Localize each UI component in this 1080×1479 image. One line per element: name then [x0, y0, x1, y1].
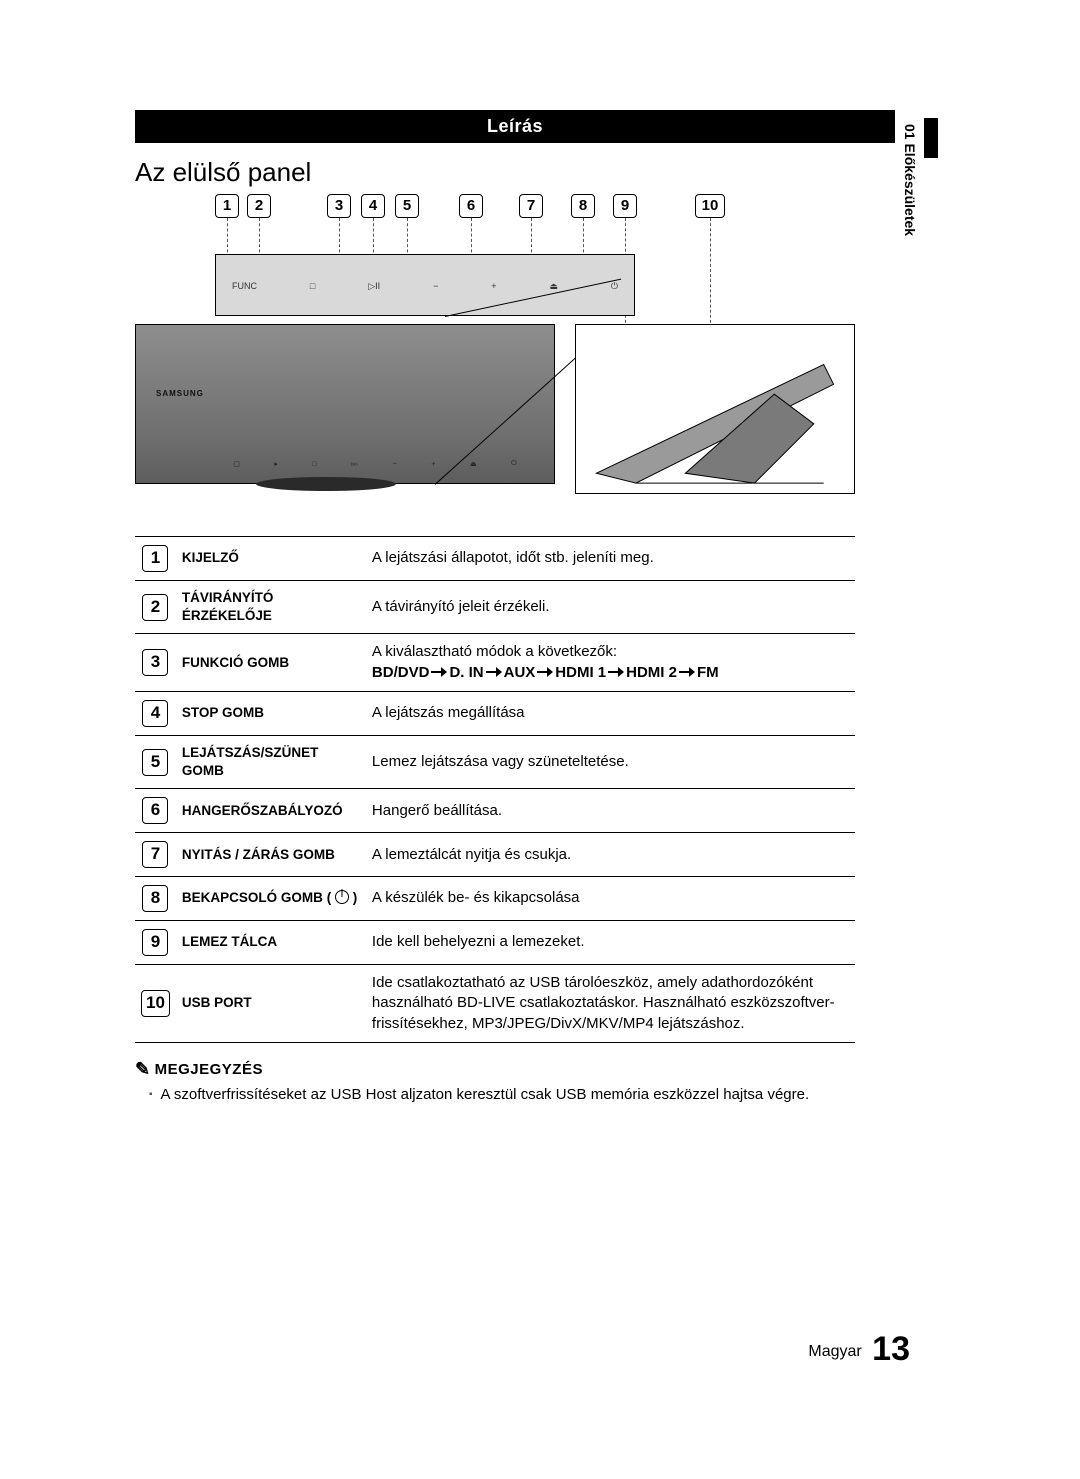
row-number-cell: 3 [135, 634, 176, 692]
arrow-icon [537, 668, 553, 676]
row-term: TÁVIRÁNYÍTÓ ÉRZÉKELŐJE [176, 580, 366, 633]
callout-7: 7 [519, 194, 543, 218]
row-desc: A készülék be- és kikapcsolása [366, 877, 855, 921]
table-row: 1 KIJELZŐA lejátszási állapotot, időt stb… [135, 537, 855, 581]
row-number: 6 [142, 797, 168, 824]
row-desc-intro: A kiválasztható módok a következők: [372, 642, 849, 662]
device-side-illustration [575, 324, 855, 494]
callout-1: 1 [215, 194, 239, 218]
table-row: 6 HANGERŐSZABÁLYOZÓHangerő beállítása. [135, 789, 855, 833]
row-desc: A lemeztálcát nyitja és csukja. [366, 833, 855, 877]
callout-8: 8 [571, 194, 595, 218]
row-desc: Ide csatlakoztatható az USB tárolóeszköz… [366, 965, 855, 1043]
device-control-row: ▢▸□▹▹−+⏏⏻ [216, 459, 534, 469]
note-text: A szoftverfrissítéseket az USB Host aljz… [135, 1086, 895, 1103]
parts-table: 1 KIJELZŐA lejátszási állapotot, időt stb… [135, 536, 855, 1043]
row-term: STOP GOMB [176, 691, 366, 735]
row-term: HANGERŐSZABÁLYOZÓ [176, 789, 366, 833]
footer-language: Magyar [808, 1343, 861, 1360]
row-desc: A távirányító jeleit érzékeli. [366, 580, 855, 633]
zoom-control-panel: FUNC □ ▷II − + ⏏ ⏻ [215, 254, 635, 316]
row-number-cell: 9 [135, 921, 176, 965]
zoom-symbol: ⏏ [549, 281, 558, 292]
row-term: FUNKCIÓ GOMB [176, 634, 366, 692]
callout-row: 12 345 6 7 89 10 [135, 194, 855, 222]
row-number-cell: 4 [135, 691, 176, 735]
page-footer: Magyar 13 [808, 1330, 910, 1369]
row-number-cell: 1 [135, 537, 176, 581]
row-desc: Lemez lejátszása vagy szüneteltetése. [366, 735, 855, 788]
row-desc-chain: BD/DVDD. INAUXHDMI 1HDMI 2FM [372, 663, 849, 683]
callout-10: 10 [695, 194, 725, 218]
row-number-cell: 7 [135, 833, 176, 877]
row-desc: Ide kell behelyezni a lemezeket. [366, 921, 855, 965]
note-heading: ✎MEGJEGYZÉS [135, 1059, 895, 1080]
row-number: 7 [142, 841, 168, 868]
arrow-icon [608, 668, 624, 676]
page-content: Leírás Az elülső panel 12345678910 FUNC□… [135, 110, 895, 1103]
table-row: 4 STOP GOMBA lejátszás megállítása [135, 691, 855, 735]
note-icon: ✎ [135, 1059, 151, 1080]
brand-logo: SAMSUNG [156, 389, 204, 398]
row-number-cell: 6 [135, 789, 176, 833]
row-desc: Hangerő beállítása. [366, 789, 855, 833]
row-number: 2 [142, 594, 168, 621]
arrow-icon [486, 668, 502, 676]
row-number-cell: 5 [135, 735, 176, 788]
callout-9: 9 [613, 194, 637, 218]
row-desc: A lejátszás megállítása [366, 691, 855, 735]
row-term: LEJÁTSZÁS/SZÜNET GOMB [176, 735, 366, 788]
callout-3: 3 [327, 194, 351, 218]
row-number-cell: 10 [135, 965, 176, 1043]
row-desc: A lejátszási állapotot, időt stb. jelení… [366, 537, 855, 581]
section-title: Az elülső panel [135, 157, 895, 188]
section-banner: Leírás [135, 110, 895, 143]
table-row: 7 NYITÁS / ZÁRÁS GOMBA lemeztálcát nyitja… [135, 833, 855, 877]
table-row: 3FUNKCIÓ GOMBA kiválasztható módok a köv… [135, 634, 855, 692]
row-number-cell: 2 [135, 580, 176, 633]
footer-page-number: 13 [872, 1330, 910, 1368]
leader-10 [710, 218, 711, 328]
section-side-tab: 01 Előkészületek [900, 118, 920, 248]
callout-4: 4 [361, 194, 385, 218]
callout-6: 6 [459, 194, 483, 218]
zoom-symbol: + [491, 281, 496, 291]
row-term: USB PORT [176, 965, 366, 1043]
row-term: KIJELZŐ [176, 537, 366, 581]
table-row: 2 TÁVIRÁNYÍTÓ ÉRZÉKELŐJEA távirányító jel… [135, 580, 855, 633]
row-term: LEMEZ TÁLCA [176, 921, 366, 965]
note-label: MEGJEGYZÉS [155, 1061, 263, 1078]
side-tab-marker [924, 118, 938, 158]
row-number: 5 [142, 749, 168, 776]
table-row: 10USB PORTIde csatlakoztatható az USB tá… [135, 965, 855, 1043]
row-number: 3 [142, 649, 168, 676]
row-number: 4 [142, 700, 168, 727]
row-desc: A kiválasztható módok a következők:BD/DV… [366, 634, 855, 692]
zoom-symbol: ⏻ [611, 281, 618, 292]
power-icon [335, 890, 349, 904]
row-number: 10 [141, 990, 170, 1017]
callout-5: 5 [395, 194, 419, 218]
zoom-control-strip: FUNC □ ▷II − + ⏏ ⏻ [226, 277, 624, 295]
row-number: 1 [142, 545, 168, 572]
table-row: 5 LEJÁTSZÁS/SZÜNET GOMBLemez lejátszása v… [135, 735, 855, 788]
zoom-symbol: FUNC [232, 281, 257, 291]
front-panel-diagram: 12 345 6 7 89 10 FUNC □ ▷II − + ⏏ ⏻ SAMSUNG ▢▸□▹▹−+… [135, 194, 855, 514]
row-number: 8 [142, 885, 168, 912]
table-row: 9 LEMEZ TÁLCAIde kell behelyezni a lemeze… [135, 921, 855, 965]
callout-2: 2 [247, 194, 271, 218]
row-term: BEKAPCSOLÓ GOMB ( ) [176, 877, 366, 921]
row-term: NYITÁS / ZÁRÁS GOMB [176, 833, 366, 877]
arrow-icon [679, 668, 695, 676]
zoom-symbol: − [433, 281, 438, 291]
arrow-icon [431, 668, 447, 676]
device-front-illustration: SAMSUNG ▢▸□▹▹−+⏏⏻ [135, 324, 555, 484]
row-number: 9 [142, 929, 168, 956]
table-row: 8 BEKAPCSOLÓ GOMB ( )A készülék be- és ki… [135, 877, 855, 921]
device-foot [256, 477, 396, 491]
zoom-symbol: □ [310, 281, 315, 291]
zoom-symbol: ▷II [368, 281, 380, 292]
row-number-cell: 8 [135, 877, 176, 921]
